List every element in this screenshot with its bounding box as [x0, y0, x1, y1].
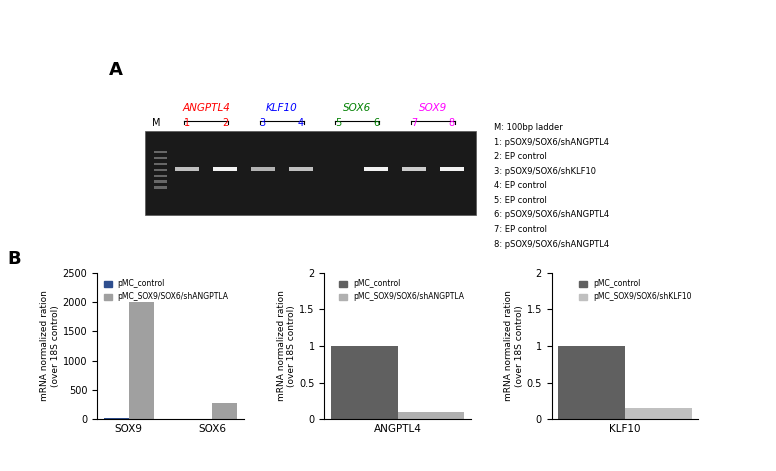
- Text: A: A: [109, 61, 123, 80]
- Text: 5: EP control: 5: EP control: [494, 196, 547, 205]
- Legend: pMC_control, pMC_SOX9/SOX6/shANGPTLA: pMC_control, pMC_SOX9/SOX6/shANGPTLA: [336, 276, 467, 304]
- Text: 7: EP control: 7: EP control: [494, 225, 547, 234]
- Bar: [154, 163, 167, 165]
- Bar: [625, 408, 691, 419]
- Y-axis label: mRNA normalized ration
(over 18S control): mRNA normalized ration (over 18S control…: [277, 291, 296, 401]
- Text: 1: pSOX9/SOX6/shANGPTL4: 1: pSOX9/SOX6/shANGPTL4: [494, 138, 609, 146]
- Bar: [175, 167, 199, 171]
- Bar: [154, 180, 167, 183]
- Bar: [154, 187, 167, 189]
- Text: KLF10: KLF10: [266, 103, 297, 113]
- Bar: [289, 167, 313, 171]
- Text: B: B: [8, 250, 22, 268]
- Text: 4: 4: [297, 118, 303, 128]
- Bar: [104, 418, 129, 419]
- Text: 3: pSOX9/SOX6/shKLF10: 3: pSOX9/SOX6/shKLF10: [494, 167, 596, 176]
- Bar: [129, 302, 154, 419]
- Bar: [364, 167, 388, 171]
- Text: 8: pSOX9/SOX6/shANGPTL4: 8: pSOX9/SOX6/shANGPTL4: [494, 240, 609, 249]
- Text: 3: 3: [260, 118, 266, 128]
- Bar: [154, 169, 167, 171]
- Legend: pMC_control, pMC_SOX9/SOX6/shKLF10: pMC_control, pMC_SOX9/SOX6/shKLF10: [577, 276, 695, 304]
- Bar: [559, 346, 625, 419]
- Legend: pMC_control, pMC_SOX9/SOX6/shANGPTLA: pMC_control, pMC_SOX9/SOX6/shANGPTLA: [101, 276, 232, 304]
- Text: 7: 7: [411, 118, 417, 128]
- Text: 8: 8: [449, 118, 455, 128]
- Y-axis label: mRNA normalized ration
(over 18S control): mRNA normalized ration (over 18S control…: [40, 291, 60, 401]
- Bar: [154, 175, 167, 177]
- Bar: [154, 157, 167, 159]
- Text: SOX6: SOX6: [343, 103, 372, 113]
- Bar: [213, 167, 237, 171]
- Text: M: M: [151, 118, 160, 128]
- Text: 2: 2: [222, 118, 228, 128]
- Text: M: 100bp ladder: M: 100bp ladder: [494, 123, 563, 132]
- Y-axis label: mRNA normalized ration
(over 18S control): mRNA normalized ration (over 18S control…: [504, 291, 524, 401]
- Text: 4: EP control: 4: EP control: [494, 181, 547, 190]
- Bar: [398, 412, 464, 419]
- Bar: [402, 167, 426, 171]
- Text: ANGPTL4: ANGPTL4: [182, 103, 230, 113]
- Bar: [440, 167, 464, 171]
- Bar: [212, 403, 237, 419]
- Bar: [251, 167, 275, 171]
- Text: 6: pSOX9/SOX6/shANGPTL4: 6: pSOX9/SOX6/shANGPTL4: [494, 211, 609, 219]
- Bar: [331, 346, 398, 419]
- Text: 2: EP control: 2: EP control: [494, 152, 547, 161]
- Text: 5: 5: [335, 118, 341, 128]
- Text: 1: 1: [184, 118, 190, 128]
- Bar: [145, 131, 476, 215]
- Text: 6: 6: [373, 118, 379, 128]
- Text: SOX9: SOX9: [419, 103, 447, 113]
- Bar: [154, 151, 167, 153]
